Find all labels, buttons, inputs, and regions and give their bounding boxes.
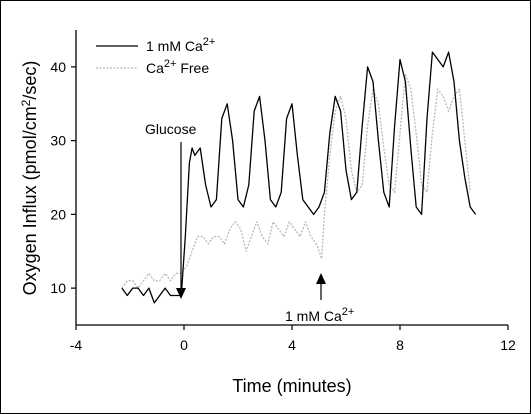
x-tick-label: 4 xyxy=(288,337,296,353)
axes xyxy=(75,30,508,326)
y-tick-label: 40 xyxy=(50,59,66,75)
y-ticks: 10 20 30 40 xyxy=(50,59,76,296)
y-tick-label: 10 xyxy=(50,280,66,296)
x-ticks: -4 0 4 8 12 xyxy=(70,325,516,353)
series-layer xyxy=(121,51,477,304)
series-line-ca-free xyxy=(121,73,471,289)
annotation-ca-main: 1 mM Ca xyxy=(285,308,342,324)
x-axis-label: Time (minutes) xyxy=(232,376,351,396)
series-line-ca xyxy=(121,51,477,304)
legend: 1 mM Ca2+ Ca2+ Free xyxy=(96,36,215,76)
y-tick-label: 20 xyxy=(50,206,66,222)
legend-label-ca-free-main: Ca xyxy=(146,60,164,76)
annotation-glucose: Glucose xyxy=(145,121,197,137)
annotation-ca: 1 mM Ca2+ xyxy=(285,306,354,324)
y-axis-label: Oxygen Influx (pmol/cm2/sec) xyxy=(19,61,40,296)
x-tick-label: 8 xyxy=(396,337,404,353)
x-tick-label: -4 xyxy=(70,337,83,353)
y-axis-label-main: Oxygen Influx (pmol/cm xyxy=(20,106,40,295)
legend-label-ca-sup: 2+ xyxy=(203,36,216,48)
legend-label-ca: 1 mM Ca2+ xyxy=(146,36,215,54)
y-axis-label-sup: 2 xyxy=(19,99,33,106)
annotation-ca-arrowhead xyxy=(316,273,326,284)
y-axis-label-tail: /sec) xyxy=(20,61,40,100)
annotation-ca-sup: 2+ xyxy=(342,306,355,318)
x-tick-label: 12 xyxy=(500,337,516,353)
legend-label-ca-free: Ca2+ Free xyxy=(146,58,209,76)
legend-label-ca-free-sup: 2+ xyxy=(164,58,177,70)
x-tick-label: 0 xyxy=(180,337,188,353)
annotations: Glucose 1 mM Ca2+ xyxy=(145,121,354,324)
legend-label-ca-main: 1 mM Ca xyxy=(146,38,203,54)
legend-label-ca-free-tail: Free xyxy=(176,60,209,76)
annotation-glucose-arrowhead xyxy=(176,288,186,299)
y-tick-label: 30 xyxy=(50,133,66,149)
